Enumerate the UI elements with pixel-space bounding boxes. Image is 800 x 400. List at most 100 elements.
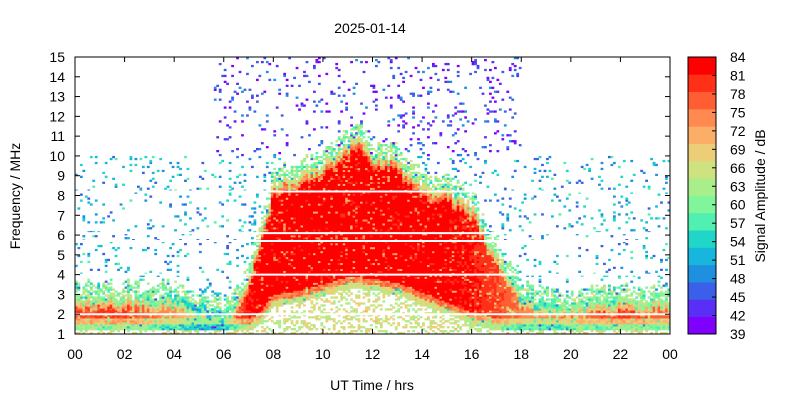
heatmap-cell [280, 304, 284, 307]
heatmap-cell [270, 211, 274, 214]
heatmap-cell [253, 280, 257, 283]
heatmap-cell [322, 217, 326, 220]
heatmap-cell [89, 332, 93, 335]
heatmap-cell [124, 302, 128, 305]
heatmap-cell [104, 328, 108, 331]
heatmap-cell [97, 282, 101, 285]
heatmap-cell [350, 284, 353, 287]
heatmap-cell [278, 211, 282, 214]
heatmap-cell [308, 292, 311, 295]
heatmap-cell [337, 330, 341, 333]
heatmap-cell [280, 248, 284, 252]
heatmap-cell [104, 308, 108, 311]
heatmap-cell [144, 155, 148, 159]
heatmap-cell [337, 314, 341, 317]
heatmap-cell [203, 296, 207, 299]
heatmap-cell [300, 286, 304, 289]
heatmap-cell [325, 244, 329, 248]
heatmap-cell [246, 330, 249, 333]
heatmap-cell [107, 316, 111, 319]
heatmap-cell [275, 302, 279, 305]
heatmap-cell [97, 310, 101, 313]
heatmap-cell [342, 252, 346, 256]
heatmap-cell [337, 159, 341, 163]
heatmap-cell [350, 175, 353, 178]
heatmap-cell [337, 179, 341, 182]
heatmap-cell [241, 203, 244, 206]
heatmap-cell [342, 235, 346, 238]
heatmap-cell [248, 316, 252, 319]
heatmap-cell [117, 292, 120, 295]
heatmap-cell [330, 290, 334, 293]
heatmap-cell [303, 237, 306, 240]
heatmap-cell [322, 197, 326, 200]
heatmap-cell [283, 72, 287, 76]
heatmap-cell [233, 199, 237, 202]
heatmap-cell [273, 171, 277, 175]
heatmap-cell [275, 276, 279, 279]
heatmap-cell [320, 298, 324, 301]
heatmap-cell [293, 153, 296, 157]
heatmap-cell [280, 167, 284, 171]
heatmap-cell [322, 205, 326, 208]
heatmap-cell [280, 183, 284, 186]
heatmap-cell [203, 328, 207, 331]
heatmap-cell [310, 252, 314, 256]
heatmap-cell [216, 136, 220, 139]
heatmap-cell [340, 296, 344, 299]
heatmap-cell [166, 288, 170, 291]
heatmap-cell [265, 252, 269, 256]
heatmap-cell [194, 300, 197, 303]
heatmap-cell [278, 322, 282, 325]
heatmap-cell [285, 225, 289, 228]
heatmap-cell [317, 296, 321, 299]
heatmap-cell [119, 320, 123, 323]
heatmap-cell [273, 193, 277, 196]
heatmap-cell [141, 296, 145, 299]
heatmap-cell [236, 175, 239, 178]
heatmap-cell [310, 310, 314, 313]
heatmap-cell [337, 148, 341, 151]
heatmap-cell [342, 140, 346, 143]
heatmap-cell [322, 177, 326, 180]
heatmap-cell [298, 219, 301, 222]
heatmap-cell [293, 284, 296, 287]
heatmap-cell [330, 296, 334, 299]
heatmap-cell [253, 250, 257, 254]
heatmap-cell [84, 330, 88, 333]
heatmap-cell [268, 262, 272, 266]
heatmap-cell [265, 60, 269, 64]
heatmap-cell [273, 322, 277, 325]
heatmap-cell [288, 179, 291, 182]
heatmap-cell [218, 292, 222, 295]
heatmap-cell [273, 300, 277, 303]
heatmap-cell [350, 209, 353, 212]
heatmap-cell [233, 304, 237, 307]
heatmap-cell [124, 280, 128, 283]
heatmap-cell [201, 314, 205, 317]
heatmap-cell [332, 280, 336, 283]
heatmap-cell [243, 221, 247, 224]
heatmap-cell [77, 294, 81, 297]
heatmap-cell [330, 146, 334, 149]
heatmap-cell [337, 308, 341, 311]
heatmap-cell [317, 270, 321, 273]
heatmap-cell [258, 292, 262, 295]
chart-title: 2025-01-14 [334, 20, 406, 36]
heatmap-cell [149, 161, 153, 165]
heatmap-cell [350, 248, 353, 252]
heatmap-cell [308, 225, 311, 228]
heatmap-cell [194, 322, 197, 325]
heatmap-cell [290, 207, 294, 210]
heatmap-cell [308, 316, 311, 319]
heatmap-cell [253, 282, 257, 285]
heatmap-cell [290, 302, 294, 305]
heatmap-cell [350, 252, 353, 256]
heatmap-cell [308, 179, 311, 182]
heatmap-cell [169, 290, 172, 293]
heatmap-cell [315, 229, 319, 232]
heatmap-cell [355, 314, 358, 317]
heatmap-cell [337, 258, 341, 262]
heatmap-cell [300, 270, 304, 273]
heatmap-cell [322, 149, 326, 153]
